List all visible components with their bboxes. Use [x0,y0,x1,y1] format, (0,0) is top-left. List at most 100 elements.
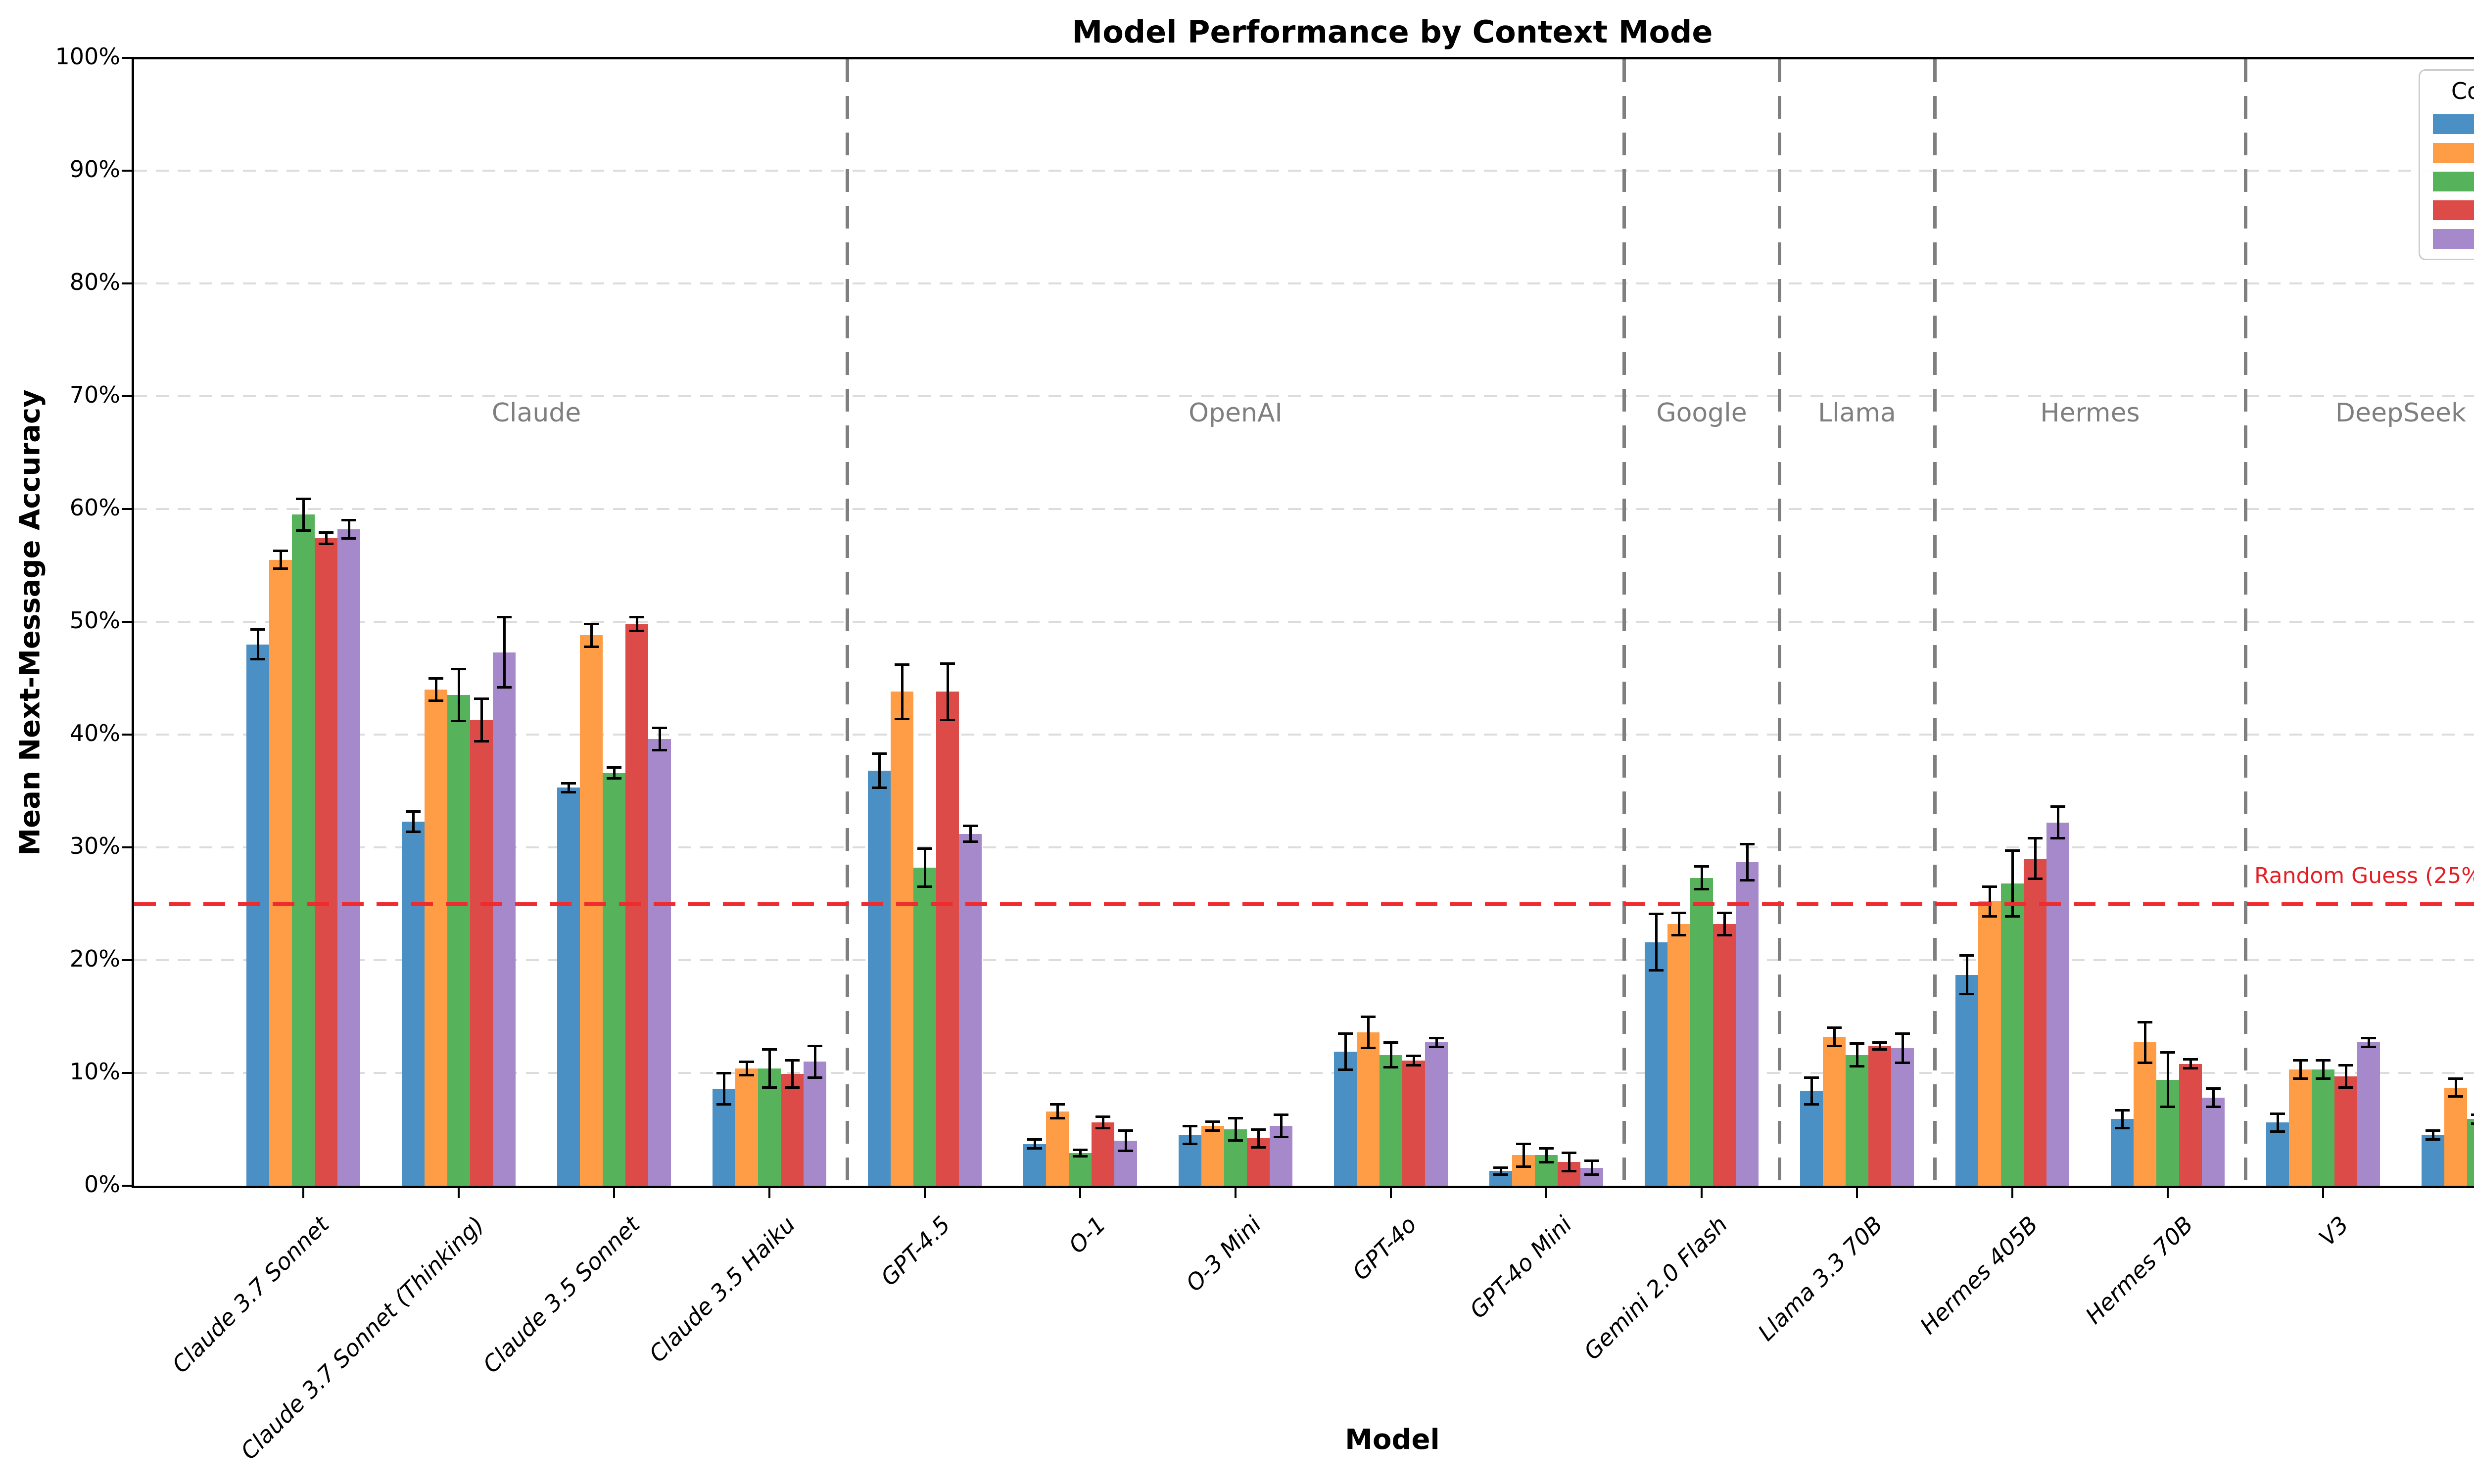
x-tick-label: R1 [2469,1211,2474,1252]
error-bar [1079,1150,1082,1157]
legend-row: No Context [2420,110,2474,138]
error-bar-cap [1251,1128,1266,1131]
bar-50-raw [1823,1037,1846,1186]
error-bar [2322,1060,2325,1079]
error-bar-cap [1429,1036,1444,1039]
bar-100-raw [1868,1046,1891,1186]
error-bar [347,520,350,539]
y-tick-mark [122,170,132,172]
error-bar-cap [1827,1026,1842,1029]
error-bar-cap [1982,915,1997,918]
bar-100-raw [1402,1060,1425,1186]
bar-100-summary [493,652,516,1186]
error-bar-cap [1872,1048,1887,1051]
error-bar [658,728,661,750]
error-bar-cap [1050,1103,1065,1106]
error-bar-cap [716,1071,731,1074]
error-bar-cap [2005,849,2020,852]
y-tick-label: 20% [69,945,120,972]
error-bar-cap [1671,934,1686,937]
error-bar-cap [1205,1120,1220,1123]
error-bar [1101,1116,1104,1128]
error-bar-cap [1895,1061,1910,1064]
error-bar [2056,806,2059,838]
error-bar-cap [1361,1015,1376,1018]
error-bar [302,499,305,531]
error-bar-cap [1493,1166,1508,1169]
x-tick-mark [458,1188,460,1198]
error-bar [722,1073,725,1105]
error-bar [1499,1167,1502,1175]
error-bar-cap [607,766,621,769]
x-tick-label: Hermes 70B [2080,1211,2199,1329]
error-bar-cap [1338,1032,1353,1035]
bar-100-raw [470,720,493,1186]
family-separator [2244,59,2247,1186]
error-bar-cap [474,740,489,743]
y-gridline [134,1072,2474,1074]
error-bar [1856,1043,1858,1067]
error-bar-cap [2183,1067,2198,1070]
error-bar-cap [1562,1169,1576,1172]
error-bar-cap [1804,1103,1819,1106]
error-bar-cap [2316,1059,2331,1062]
bar-50-raw [1357,1032,1380,1186]
family-separator [1933,59,1937,1186]
error-bar-cap [1183,1143,1197,1146]
y-tick-label: 70% [69,381,120,408]
error-bar-cap [1959,992,1974,995]
error-bar [1833,1027,1836,1046]
bar-100-summary [2357,1042,2380,1186]
y-tick-mark [122,734,132,736]
x-tick-label: Claude 3.7 Sonnet [167,1211,334,1379]
x-tick-mark [1390,1188,1392,1198]
error-bar-cap [652,726,667,729]
error-bar-cap [762,1048,777,1051]
error-bar-cap [762,1086,777,1089]
error-bar-cap [1274,1113,1288,1116]
bar-50-raw [2289,1069,2312,1186]
bar-no-context [246,644,269,1186]
error-bar [2212,1088,2215,1107]
error-bar-cap [1095,1115,1110,1118]
bar-no-context [2111,1119,2134,1186]
random-guess-label: Random Guess (25%) [2254,863,2474,888]
bar-50-raw [2134,1042,2156,1186]
error-bar [791,1060,794,1088]
error-bar-cap [607,777,621,780]
bar-50-summary [2467,1119,2474,1186]
error-bar-cap [1804,1076,1819,1079]
x-tick-mark [1079,1188,1081,1198]
error-bar-cap [940,662,955,665]
error-bar-cap [474,697,489,700]
error-bar-cap [1671,911,1686,914]
legend-swatch [2433,172,2474,191]
y-tick-mark [122,959,132,961]
error-bar [2276,1113,2279,1132]
error-bar-cap [2361,1046,2376,1049]
error-bar [279,551,282,569]
error-bar [1746,844,1749,881]
error-bar-cap [451,720,466,723]
bar-50-summary [1380,1055,1402,1186]
error-bar-cap [1649,913,1664,916]
x-tick-label: O-1 [1063,1211,1111,1259]
x-tick-mark [2011,1188,2013,1198]
plot-border [132,57,2474,1188]
error-bar-cap [2138,1020,2152,1023]
error-bar-cap [1118,1129,1133,1132]
error-bar-cap [428,699,443,702]
error-bar [1435,1038,1438,1047]
x-tick-label: Llama 3.3 70B [1753,1211,1888,1346]
error-bar-cap [895,717,909,720]
bar-100-summary [1891,1048,1914,1186]
error-bar-cap [319,543,333,546]
error-bar-cap [739,1060,754,1063]
bar-50-summary [1690,878,1713,1186]
bar-50-raw [735,1068,758,1186]
error-bar-cap [1205,1129,1220,1132]
error-bar [901,664,904,719]
error-bar [2344,1065,2347,1088]
error-bar-cap [1649,969,1664,972]
y-tick-label: 30% [69,833,120,859]
